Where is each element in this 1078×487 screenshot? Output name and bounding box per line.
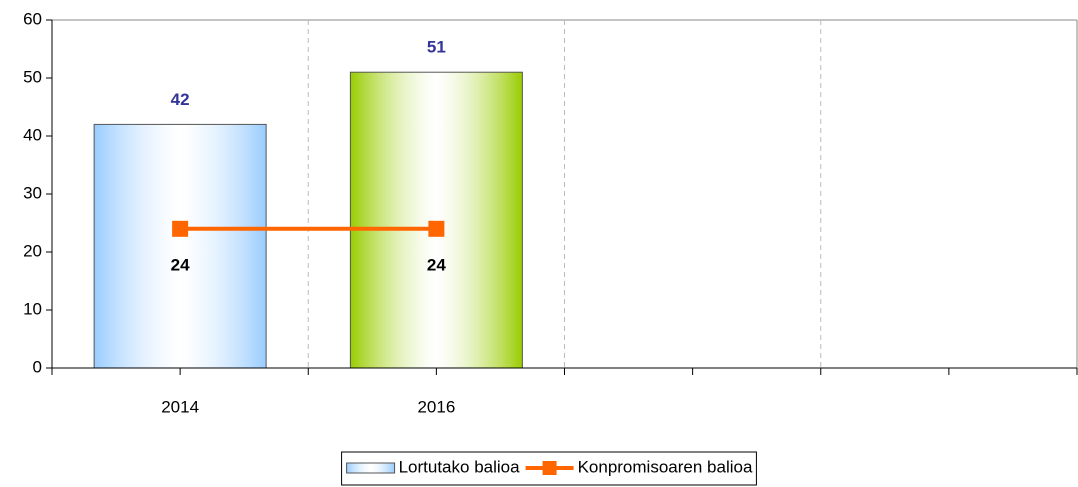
y-tick-label: 10 — [23, 299, 42, 318]
data-label: 24 — [427, 255, 446, 274]
y-tick-label: 50 — [23, 67, 42, 86]
data-label: 51 — [427, 38, 446, 57]
data-label: 42 — [171, 90, 190, 109]
y-tick-label: 0 — [33, 357, 42, 376]
legend-swatch — [346, 462, 396, 474]
legend-label: Lortutako balioa — [399, 457, 521, 476]
x-tick-label: 2016 — [417, 397, 455, 416]
legend-label: Konpromisoaren balioa — [578, 457, 753, 476]
y-tick-label: 60 — [23, 9, 42, 28]
legend-swatch — [542, 461, 557, 475]
y-tick-label: 30 — [23, 183, 42, 202]
data-label: 24 — [171, 255, 190, 274]
y-tick-label: 40 — [23, 125, 42, 144]
bar — [349, 71, 523, 369]
line-marker — [172, 220, 189, 237]
line-marker — [428, 220, 445, 237]
bar — [93, 123, 267, 369]
x-tick-label: 2014 — [161, 397, 199, 416]
y-tick-label: 20 — [23, 241, 42, 260]
